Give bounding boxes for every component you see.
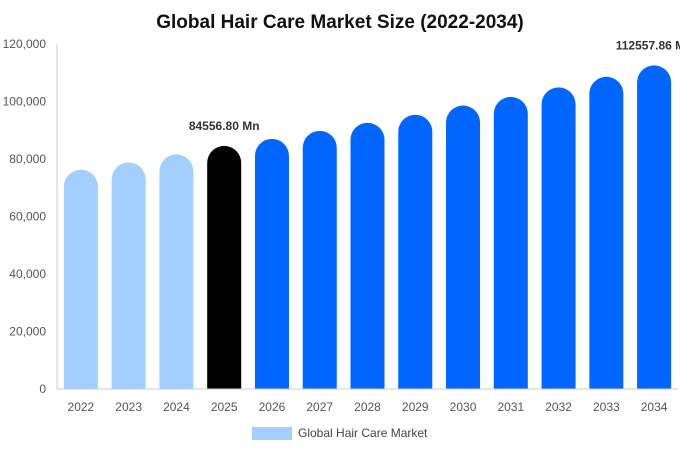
- bar-2022: [63, 169, 98, 389]
- x-tick-label: 2028: [354, 400, 381, 414]
- y-tick-label: 100,000: [3, 95, 47, 109]
- x-tick-label: 2022: [68, 400, 95, 414]
- y-axis: 0 20,000 40,000 60,000 80,000 100,000 120,000: [3, 37, 58, 396]
- x-tick-label: 2026: [259, 400, 286, 414]
- y-tick-label: 80,000: [9, 152, 46, 166]
- bar-2028: [350, 122, 385, 389]
- bar-2029: [398, 114, 433, 389]
- chart-title: Global Hair Care Market Size (2022-2034): [156, 12, 524, 33]
- y-tick-label: 20,000: [9, 325, 46, 339]
- bar-2030: [446, 105, 481, 390]
- legend: Global Hair Care Market: [252, 426, 428, 440]
- x-tick-label: 2023: [115, 400, 142, 414]
- bar-2031: [493, 96, 528, 390]
- bar-2033: [589, 76, 624, 390]
- x-tick-label: 2034: [641, 400, 668, 414]
- y-tick-label: 40,000: [9, 267, 46, 281]
- bar-2025: [207, 145, 242, 389]
- bar-2023: [111, 162, 146, 389]
- y-tick-label: 120,000: [3, 37, 47, 51]
- bars-group: [63, 65, 672, 390]
- legend-swatch: [252, 427, 292, 440]
- x-tick-label: 2031: [497, 400, 524, 414]
- y-tick-label: 0: [39, 382, 46, 396]
- data-label-2034: 112557.86 Mn: [616, 38, 680, 52]
- legend-label: Global Hair Care Market: [298, 426, 428, 440]
- bar-2024: [159, 154, 194, 389]
- x-tick-label: 2027: [306, 400, 333, 414]
- x-tick-label: 2033: [593, 400, 620, 414]
- x-tick-label: 2029: [402, 400, 429, 414]
- x-tick-label: 2030: [450, 400, 477, 414]
- bar-2034: [637, 65, 672, 389]
- x-tick-label: 2025: [211, 400, 238, 414]
- x-tick-label: 2024: [163, 400, 190, 414]
- bar-2026: [254, 138, 289, 389]
- data-labels-group: 84556.80 Mn 112557.86 Mn: [189, 38, 680, 133]
- x-tick-label: 2032: [545, 400, 572, 414]
- bar-2027: [302, 130, 337, 389]
- x-axis: 2022 2023 2024 2025 2026 2027 2028 2029 2030 2031…: [57, 388, 678, 414]
- y-tick-label: 60,000: [9, 210, 46, 224]
- bar-2032: [541, 87, 576, 389]
- data-label-2025: 84556.80 Mn: [189, 119, 260, 133]
